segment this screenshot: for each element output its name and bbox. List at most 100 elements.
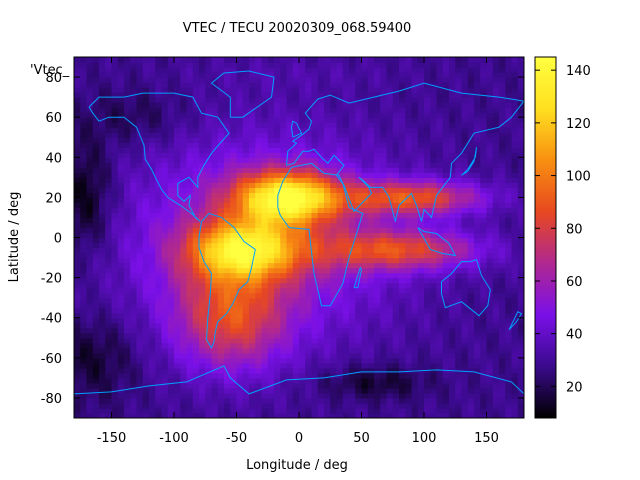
heatmap-cell [355, 172, 363, 178]
heatmap-cell [124, 322, 131, 329]
heatmap-cell [367, 192, 375, 198]
heatmap-cell [392, 282, 400, 289]
heatmap-cell [336, 277, 344, 284]
heatmap-cell [180, 182, 188, 188]
heatmap-cell [424, 122, 431, 128]
heatmap-cell [130, 72, 138, 78]
heatmap-cell [305, 312, 313, 319]
heatmap-cell [336, 117, 344, 123]
heatmap-cell [117, 272, 125, 279]
heatmap-cell [174, 92, 181, 98]
heatmap-cell [317, 192, 325, 198]
heatmap-cell [74, 132, 81, 138]
heatmap-cell [186, 307, 194, 314]
heatmap-cell [417, 287, 425, 294]
heatmap-cell [80, 392, 88, 399]
heatmap-cell [436, 307, 444, 314]
heatmap-cell [74, 262, 81, 269]
heatmap-cell [492, 172, 500, 178]
heatmap-cell [242, 327, 250, 334]
heatmap-cell [486, 322, 494, 329]
heatmap-cell [274, 357, 281, 364]
heatmap-cell [86, 147, 94, 153]
heatmap-cell [230, 322, 238, 329]
heatmap-cell [167, 377, 175, 384]
heatmap-cell [305, 217, 313, 224]
heatmap-cell [224, 122, 231, 128]
heatmap-cell [499, 177, 506, 183]
heatmap-cell [242, 142, 250, 148]
heatmap-cell [342, 72, 350, 78]
heatmap-cell [355, 382, 363, 389]
heatmap-cell [230, 137, 238, 143]
heatmap-cell [386, 172, 394, 178]
heatmap-cell [142, 302, 150, 309]
heatmap-cell [80, 282, 88, 289]
heatmap-cell [267, 337, 275, 344]
heatmap-cell [330, 87, 338, 93]
heatmap-cell [474, 227, 481, 234]
heatmap-cell [499, 212, 506, 219]
heatmap-cell [411, 77, 419, 83]
heatmap-cell [292, 297, 300, 304]
heatmap-cell [180, 352, 188, 359]
heatmap-cell [392, 87, 400, 93]
heatmap-cell [261, 402, 269, 409]
heatmap-cell [411, 392, 419, 399]
heatmap-cell [86, 112, 94, 118]
heatmap-cell [324, 372, 331, 379]
heatmap-cell [180, 157, 188, 163]
heatmap-cell [405, 257, 413, 264]
heatmap-cell [292, 402, 300, 409]
heatmap-cell [430, 357, 438, 364]
heatmap-cell [161, 247, 169, 254]
heatmap-cell [492, 207, 500, 214]
heatmap-cell [342, 167, 350, 173]
heatmap-cell [505, 277, 513, 284]
heatmap-cell [224, 367, 231, 374]
heatmap-cell [224, 212, 231, 219]
heatmap-cell [267, 332, 275, 339]
heatmap-cell [305, 302, 313, 309]
heatmap-cell [342, 117, 350, 123]
heatmap-cell [424, 127, 431, 133]
heatmap-cell [386, 72, 394, 78]
heatmap-cell [199, 202, 206, 209]
heatmap-cell [280, 357, 288, 364]
heatmap-cell [80, 92, 88, 98]
heatmap-cell [499, 72, 506, 78]
heatmap-cell [124, 402, 131, 409]
heatmap-cell [74, 172, 81, 178]
heatmap-cell [136, 232, 144, 239]
heatmap-cell [174, 277, 181, 284]
heatmap-cell [467, 227, 475, 234]
heatmap-cell [499, 202, 506, 209]
heatmap-cell [136, 97, 144, 103]
heatmap-cell [292, 392, 300, 399]
heatmap-cell [361, 392, 369, 399]
heatmap-cell [405, 142, 413, 148]
heatmap-cell [136, 372, 144, 379]
heatmap-cell [255, 247, 263, 254]
heatmap-cell [324, 282, 331, 289]
heatmap-cell [249, 307, 256, 314]
heatmap-cell [180, 107, 188, 113]
heatmap-cell [511, 322, 519, 329]
heatmap-cell [111, 222, 119, 229]
heatmap-cell [299, 297, 306, 304]
heatmap-cell [217, 147, 225, 153]
heatmap-cell [467, 257, 475, 264]
heatmap-cell [417, 277, 425, 284]
heatmap-cell [311, 277, 319, 284]
heatmap-cell [205, 167, 213, 173]
heatmap-cell [361, 182, 369, 188]
heatmap-cell [386, 212, 394, 219]
heatmap-cell [486, 227, 494, 234]
heatmap-cell [236, 402, 244, 409]
heatmap-cell [167, 282, 175, 289]
heatmap-cell [274, 337, 281, 344]
heatmap-cell [230, 352, 238, 359]
heatmap-cell [224, 262, 231, 269]
heatmap-cell [161, 132, 169, 138]
heatmap-cell [455, 142, 463, 148]
